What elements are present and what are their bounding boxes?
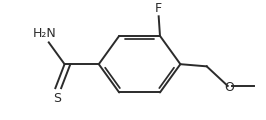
Text: O: O (224, 81, 234, 94)
Text: S: S (53, 92, 61, 105)
Text: H₂N: H₂N (33, 27, 57, 40)
Text: F: F (155, 2, 162, 15)
